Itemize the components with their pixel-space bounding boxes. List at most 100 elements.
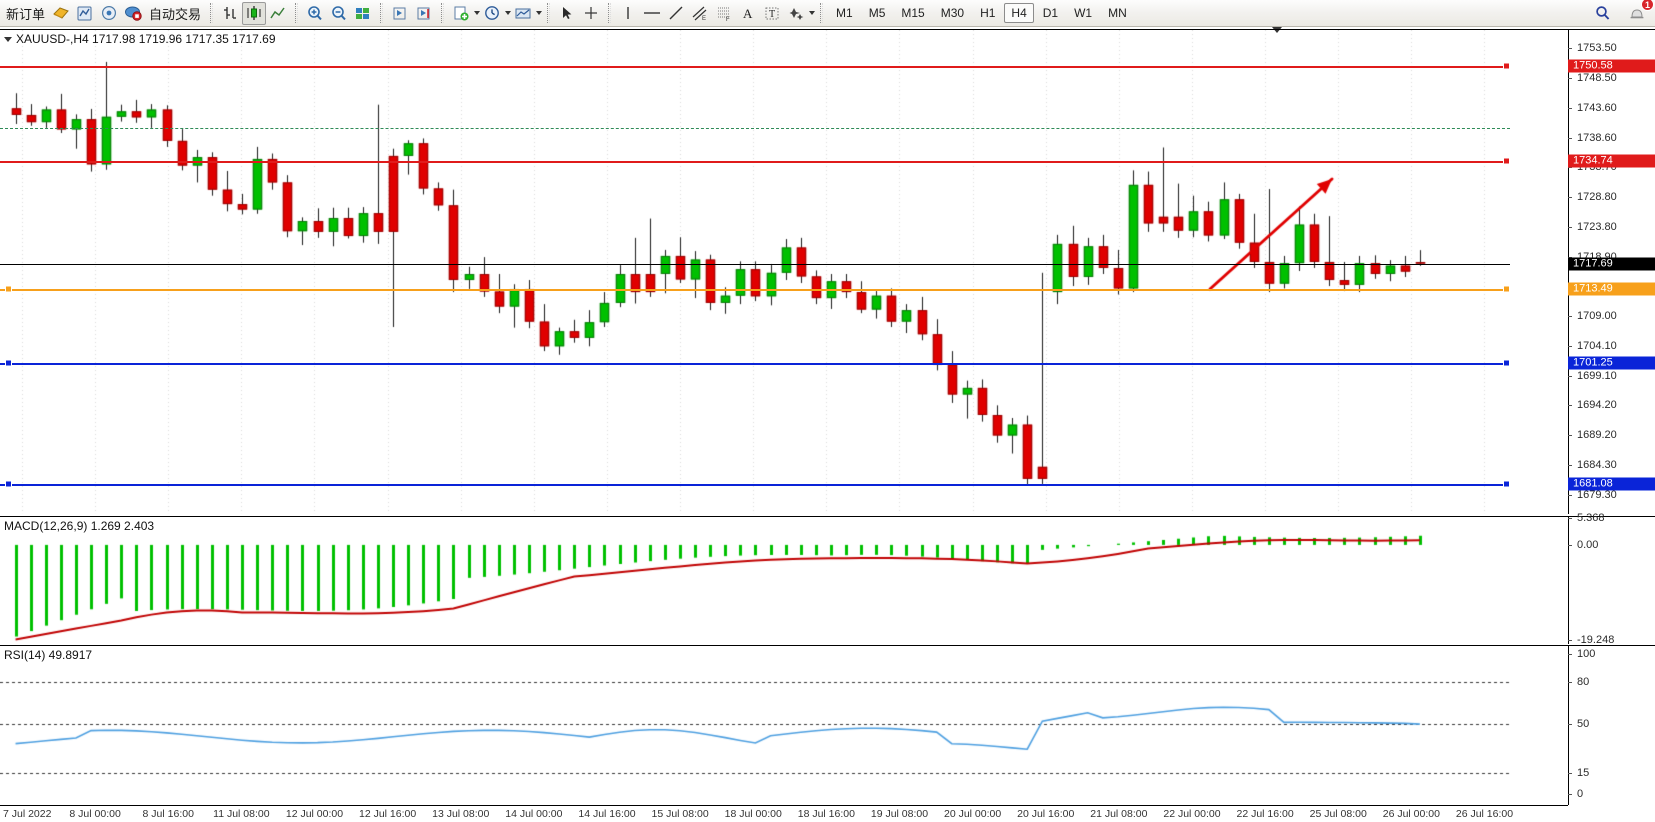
line-chart-icon[interactable] <box>266 2 290 25</box>
timeframe-m30[interactable]: M30 <box>940 6 965 20</box>
add-indicator-icon[interactable] <box>449 2 473 25</box>
level-handle-1681[interactable] <box>1503 480 1510 488</box>
crosshair-icon[interactable] <box>579 2 603 25</box>
price-level-label-pivot[interactable]: 1713.49 <box>1568 282 1655 296</box>
price-tick: 1699.10 <box>1568 370 1655 382</box>
price-tick: 1738.60 <box>1568 132 1655 144</box>
clock-icon[interactable] <box>480 2 504 25</box>
rsi-label: RSI(14) 49.8917 <box>4 648 93 662</box>
svg-text:A: A <box>743 6 753 21</box>
search-icon[interactable] <box>1591 2 1615 25</box>
rsi-tick: 80 <box>1568 676 1655 688</box>
level-handle-1713[interactable] <box>1503 285 1510 293</box>
macd-canvas[interactable] <box>0 517 1510 644</box>
candlestick-chart-icon[interactable] <box>242 1 267 25</box>
timeframe-m15[interactable]: M15 <box>901 6 925 20</box>
price-level-label-support[interactable]: 1681.08 <box>1568 477 1655 491</box>
level-handle-left-1713[interactable] <box>5 285 12 293</box>
price-pane[interactable]: XAUUSD-,H4 1717.98 1719.96 1717.35 1717.… <box>0 29 1655 514</box>
auto-scroll-icon[interactable] <box>412 2 436 25</box>
time-label: 8 Jul 00:00 <box>69 808 121 820</box>
svg-text:T: T <box>769 9 775 20</box>
rsi-pane[interactable]: RSI(14) 49.8917 100 80 50 15 0 <box>0 645 1655 805</box>
zoom-in-icon[interactable] <box>303 2 327 25</box>
new-order-button[interactable]: 新订单 <box>6 6 46 22</box>
price-tick: 1709.00 <box>1568 310 1655 322</box>
auto-trading-icon[interactable] <box>121 2 145 25</box>
price-pane-inner: XAUUSD-,H4 1717.98 1719.96 1717.35 1717.… <box>0 30 1655 514</box>
add-indicator-dropdown-caret[interactable] <box>474 11 481 15</box>
time-label: 14 Jul 00:00 <box>505 808 563 820</box>
shapes-icon[interactable] <box>784 2 808 25</box>
time-label: 13 Jul 08:00 <box>432 808 490 820</box>
timeframe-d1[interactable]: D1 <box>1042 6 1059 20</box>
navigator-icon[interactable] <box>97 2 121 25</box>
price-level-label-support[interactable]: 1701.25 <box>1568 356 1655 370</box>
resistance-line-1734[interactable] <box>0 161 1510 164</box>
price-axis[interactable]: 1753.501748.501743.601738.601733.701728.… <box>1568 30 1655 514</box>
ema-dashed-line[interactable] <box>0 128 1510 130</box>
time-label: 21 Jul 08:00 <box>1090 808 1148 820</box>
time-label: 7 Jul 2022 <box>3 808 52 820</box>
timeframe-m5[interactable]: M5 <box>868 6 886 20</box>
rsi-canvas[interactable] <box>0 646 1510 805</box>
resistance-line-1750[interactable] <box>0 65 1510 68</box>
trendline-icon[interactable] <box>664 2 688 25</box>
bar-chart-icon[interactable] <box>218 2 242 25</box>
zoom-out-icon[interactable] <box>327 2 351 25</box>
main-toolbar: 新订单 自动交易 <box>0 0 1655 27</box>
chart-area[interactable]: XAUUSD-,H4 1717.98 1719.96 1717.35 1717.… <box>0 27 1655 822</box>
svg-text:F: F <box>726 17 730 22</box>
time-label: 18 Jul 00:00 <box>724 808 782 820</box>
text-icon[interactable]: A <box>736 2 760 25</box>
timeframe-m1[interactable]: M1 <box>836 6 853 20</box>
price-level-label-resistance[interactable]: 1734.74 <box>1568 154 1655 168</box>
time-label: 18 Jul 16:00 <box>797 808 855 820</box>
cursor-icon[interactable] <box>555 2 579 25</box>
templates-dropdown-caret[interactable] <box>536 11 543 15</box>
timeframe-h4[interactable]: H4 <box>1004 3 1034 23</box>
price-level-label-last-price[interactable]: 1717.69 <box>1568 257 1655 271</box>
macd-pane[interactable]: MACD(12,26,9) 1.269 2.403 5.368 0.00 -19.2… <box>0 512 1655 646</box>
level-handle-left-1701[interactable] <box>5 359 12 367</box>
level-handle-left-1681[interactable] <box>5 480 12 488</box>
timeframe-w1[interactable]: W1 <box>1074 6 1093 20</box>
market-watch-icon[interactable] <box>73 2 97 25</box>
chart-symbol-text: XAUUSD-,H4 1717.98 1719.96 1717.35 1717.… <box>16 32 276 46</box>
chart-shift-icon[interactable] <box>388 2 412 25</box>
toolbar-separator <box>441 3 445 23</box>
rsi-axis: 100 80 50 15 0 <box>1568 646 1655 805</box>
vertical-line-icon[interactable] <box>616 2 640 25</box>
toolbar-separator <box>547 3 551 23</box>
fibonacci-retracement-icon[interactable]: F <box>712 2 736 25</box>
tile-windows-icon[interactable] <box>351 2 375 25</box>
level-handle-1701[interactable] <box>1503 359 1510 367</box>
timeframe-h1[interactable]: H1 <box>980 6 996 20</box>
alerts-icon[interactable]: 1 <box>1625 0 1654 25</box>
periodicity-dropdown-caret[interactable] <box>505 11 512 15</box>
support-line-1701[interactable] <box>0 362 1510 365</box>
toolbar-separator <box>295 3 299 23</box>
time-label: 20 Jul 00:00 <box>943 808 1002 820</box>
equidistant-channel-icon[interactable]: E <box>688 2 712 25</box>
horizontal-line-icon[interactable] <box>640 2 664 25</box>
text-label-icon[interactable]: T <box>760 2 784 25</box>
time-label: 12 Jul 16:00 <box>359 808 417 820</box>
pivot-line-1713[interactable] <box>0 289 1510 292</box>
support-line-1681[interactable] <box>0 484 1510 487</box>
macd-pane-inner: MACD(12,26,9) 1.269 2.403 <box>0 517 1655 644</box>
auto-trading-label[interactable]: 自动交易 <box>149 6 202 22</box>
price-canvas[interactable] <box>0 30 1510 514</box>
rsi-tick: 100 <box>1568 648 1655 660</box>
time-label: 26 Jul 00:00 <box>1382 808 1440 820</box>
templates-icon[interactable] <box>511 2 535 25</box>
chart-menu-caret-icon[interactable] <box>4 37 12 43</box>
time-axis[interactable]: 7 Jul 2022 8 Jul 00:00 8 Jul 16:00 11 Jul 0… <box>0 805 1568 822</box>
new-order-icon[interactable] <box>49 2 73 25</box>
timeframe-mn[interactable]: MN <box>1108 6 1127 20</box>
time-label: 25 Jul 08:00 <box>1309 808 1367 820</box>
shapes-dropdown-caret[interactable] <box>809 11 816 15</box>
level-handle-1750[interactable] <box>1503 62 1510 70</box>
level-handle-1734[interactable] <box>1503 157 1510 165</box>
price-level-label-resistance[interactable]: 1750.58 <box>1568 59 1655 73</box>
